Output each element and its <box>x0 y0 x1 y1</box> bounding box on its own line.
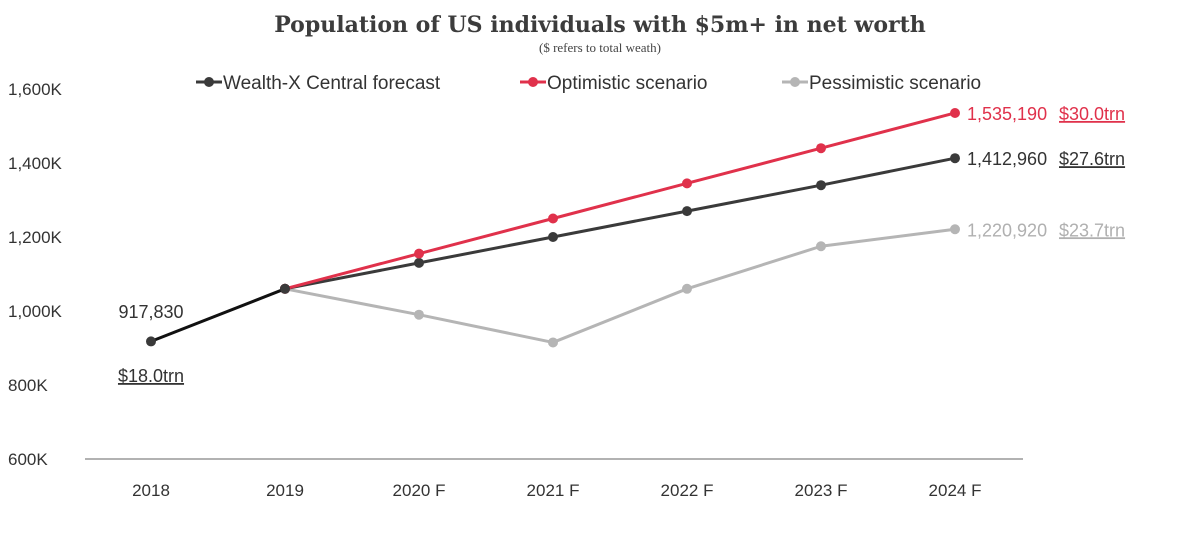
data-point <box>682 206 692 217</box>
data-point <box>548 232 558 242</box>
data-point <box>816 241 826 252</box>
data-point <box>414 257 424 268</box>
end-value-label: 1,412,960 <box>967 149 1047 169</box>
y-tick-label: 800K <box>8 376 48 395</box>
data-point <box>950 107 960 118</box>
series-line <box>284 156 956 291</box>
chart-title: Population of US individuals with $5m+ i… <box>274 12 926 38</box>
data-point <box>682 283 692 294</box>
legend-label: Optimistic scenario <box>547 73 708 94</box>
series-layer <box>146 107 960 348</box>
series-line <box>284 227 956 344</box>
data-point <box>414 309 424 320</box>
start-wealth-label: $18.0trn <box>118 366 184 386</box>
x-tick-label: 2023 F <box>795 481 848 500</box>
x-tick-label: 2024 F <box>929 481 982 500</box>
data-point <box>548 337 558 348</box>
x-tick-label: 2018 <box>132 481 170 500</box>
annotations: 917,830 $18.0trn 1,535,190 $30.0trn 1,412,96… <box>118 104 1125 386</box>
start-segment-line <box>150 287 286 343</box>
x-tick-label: 2019 <box>266 481 304 500</box>
legend-marker <box>204 77 214 87</box>
data-point <box>414 248 424 259</box>
legend-label: Wealth-X Central forecast <box>223 73 441 94</box>
end-wealth-label: $27.6trn <box>1059 149 1125 169</box>
y-tick-label: 1,000K <box>8 302 63 321</box>
y-tick-label: 1,400K <box>8 154 63 173</box>
y-tick-label: 600K <box>8 450 48 469</box>
y-tick-label: 1,600K <box>8 80 63 99</box>
end-value-label: 1,220,920 <box>967 220 1047 240</box>
data-point <box>950 224 960 235</box>
x-axis: 2018 2019 2020 F 2021 F 2022 F 2023 F 2024 F <box>132 481 981 500</box>
data-point-2019 <box>280 283 290 294</box>
legend-label: Pessimistic scenario <box>809 73 981 94</box>
legend-marker <box>790 77 800 87</box>
series-line <box>284 111 956 291</box>
end-value-label: 1,535,190 <box>967 104 1047 124</box>
data-point <box>950 153 960 164</box>
legend: Wealth-X Central forecast Optimistic scen… <box>196 73 981 94</box>
data-point <box>682 178 692 189</box>
data-point <box>816 180 826 191</box>
data-point-2018 <box>146 336 156 347</box>
end-wealth-label: $30.0trn <box>1059 104 1125 124</box>
x-tick-label: 2020 F <box>393 481 446 500</box>
data-point <box>816 143 826 154</box>
y-axis: 600K 800K 1,000K 1,200K 1,400K 1,600K <box>8 80 63 469</box>
x-tick-label: 2022 F <box>661 481 714 500</box>
start-value-label: 917,830 <box>118 302 183 322</box>
y-tick-label: 1,200K <box>8 228 63 247</box>
end-wealth-label: $23.7trn <box>1059 220 1125 240</box>
chart-subtitle: ($ refers to total weath) <box>539 40 661 55</box>
x-tick-label: 2021 F <box>527 481 580 500</box>
data-point <box>548 213 558 224</box>
legend-marker <box>528 77 538 87</box>
